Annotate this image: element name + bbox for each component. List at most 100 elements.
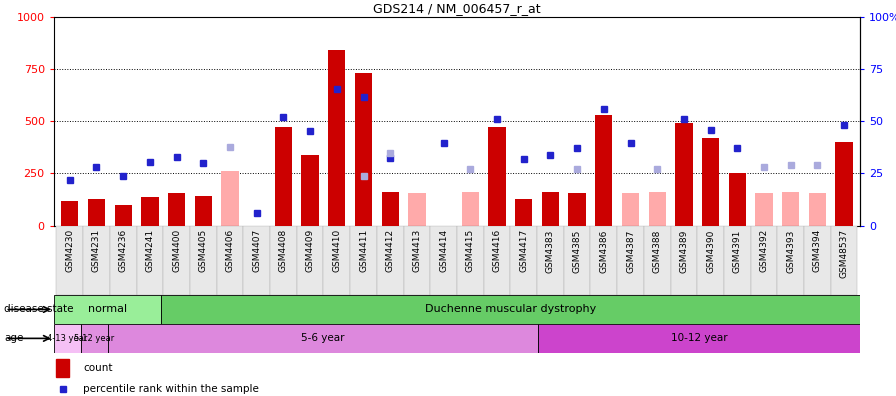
Text: 5-12 year: 5-12 year	[74, 334, 114, 343]
Bar	[751, 226, 778, 295]
Text: GSM4385: GSM4385	[573, 229, 582, 272]
Bar	[221, 171, 238, 226]
Text: GSM4386: GSM4386	[599, 229, 608, 272]
Bar	[617, 226, 644, 295]
Text: GSM4388: GSM4388	[652, 229, 662, 272]
Bar	[297, 226, 323, 295]
Text: GSM4393: GSM4393	[786, 229, 796, 272]
Bar	[488, 128, 505, 226]
Text: GSM4408: GSM4408	[279, 229, 288, 272]
Text: age: age	[4, 333, 24, 343]
Bar	[81, 324, 108, 353]
Text: GSM4236: GSM4236	[118, 229, 128, 272]
Text: 4-13 year: 4-13 year	[47, 334, 88, 343]
Bar	[649, 192, 666, 226]
Text: GSM4407: GSM4407	[252, 229, 262, 272]
Bar	[461, 192, 479, 226]
Bar	[355, 73, 372, 226]
Bar	[484, 226, 511, 295]
Bar	[56, 359, 69, 377]
Bar	[542, 192, 559, 226]
Bar	[457, 226, 484, 295]
Bar	[54, 324, 81, 353]
Bar	[382, 192, 399, 226]
Text: GSM4411: GSM4411	[359, 229, 368, 272]
Bar	[724, 226, 751, 295]
Bar	[511, 226, 537, 295]
Bar	[136, 226, 163, 295]
Bar	[835, 142, 853, 226]
Bar	[56, 226, 83, 295]
Text: GSM4414: GSM4414	[439, 229, 448, 272]
Bar	[676, 123, 693, 226]
Text: 10-12 year: 10-12 year	[670, 333, 728, 343]
Text: GSM4391: GSM4391	[733, 229, 742, 272]
Bar	[244, 226, 270, 295]
Text: GSM4410: GSM4410	[332, 229, 341, 272]
Text: GSM4394: GSM4394	[813, 229, 822, 272]
Text: disease state: disease state	[4, 305, 74, 314]
Bar	[270, 226, 297, 295]
Bar	[350, 226, 377, 295]
Text: GSM4241: GSM4241	[145, 229, 154, 272]
Text: GSM4392: GSM4392	[760, 229, 769, 272]
Bar	[403, 226, 430, 295]
Text: GSM4383: GSM4383	[546, 229, 555, 272]
Bar	[328, 50, 346, 226]
Text: GSM4400: GSM4400	[172, 229, 181, 272]
Bar	[595, 115, 613, 226]
Bar	[755, 193, 772, 226]
Text: percentile rank within the sample: percentile rank within the sample	[82, 385, 259, 394]
Text: GSM4387: GSM4387	[626, 229, 635, 272]
Text: count: count	[82, 364, 112, 373]
Text: Duchenne muscular dystrophy: Duchenne muscular dystrophy	[425, 305, 597, 314]
Bar	[778, 226, 804, 295]
Bar	[301, 154, 319, 226]
Text: GSM4413: GSM4413	[412, 229, 421, 272]
Bar	[377, 226, 403, 295]
Text: GSM4405: GSM4405	[199, 229, 208, 272]
Bar	[88, 198, 105, 226]
Bar	[809, 193, 826, 226]
Text: GSM4389: GSM4389	[679, 229, 688, 272]
Bar	[568, 193, 586, 226]
Bar	[537, 226, 564, 295]
Bar	[275, 128, 292, 226]
Bar	[782, 192, 799, 226]
Text: GSM4415: GSM4415	[466, 229, 475, 272]
Bar	[83, 226, 110, 295]
Text: GSM4412: GSM4412	[385, 229, 395, 272]
Text: GSM4409: GSM4409	[306, 229, 314, 272]
Text: GSM4390: GSM4390	[706, 229, 715, 272]
Text: GSM4416: GSM4416	[493, 229, 502, 272]
Bar	[115, 205, 132, 226]
Bar	[194, 196, 212, 226]
Text: GSM4231: GSM4231	[92, 229, 101, 272]
Text: 5-6 year: 5-6 year	[301, 333, 344, 343]
Bar	[61, 201, 79, 226]
Bar	[430, 226, 457, 295]
Bar	[670, 226, 697, 295]
Bar	[590, 226, 617, 295]
Bar	[323, 226, 350, 295]
Bar	[168, 193, 185, 226]
Bar	[515, 198, 532, 226]
Text: GSM48537: GSM48537	[840, 229, 849, 278]
Bar	[697, 226, 724, 295]
Bar	[564, 226, 590, 295]
Bar	[538, 324, 860, 353]
Bar	[409, 193, 426, 226]
Bar	[142, 198, 159, 226]
Bar	[110, 226, 136, 295]
Bar	[163, 226, 190, 295]
Text: normal: normal	[88, 305, 127, 314]
Bar	[190, 226, 217, 295]
Text: GSM4417: GSM4417	[519, 229, 529, 272]
Text: GSM4230: GSM4230	[65, 229, 74, 272]
Bar	[702, 138, 719, 226]
Bar	[217, 226, 244, 295]
Bar	[644, 226, 670, 295]
Bar	[161, 295, 860, 324]
Text: GSM4406: GSM4406	[226, 229, 235, 272]
Bar	[804, 226, 831, 295]
